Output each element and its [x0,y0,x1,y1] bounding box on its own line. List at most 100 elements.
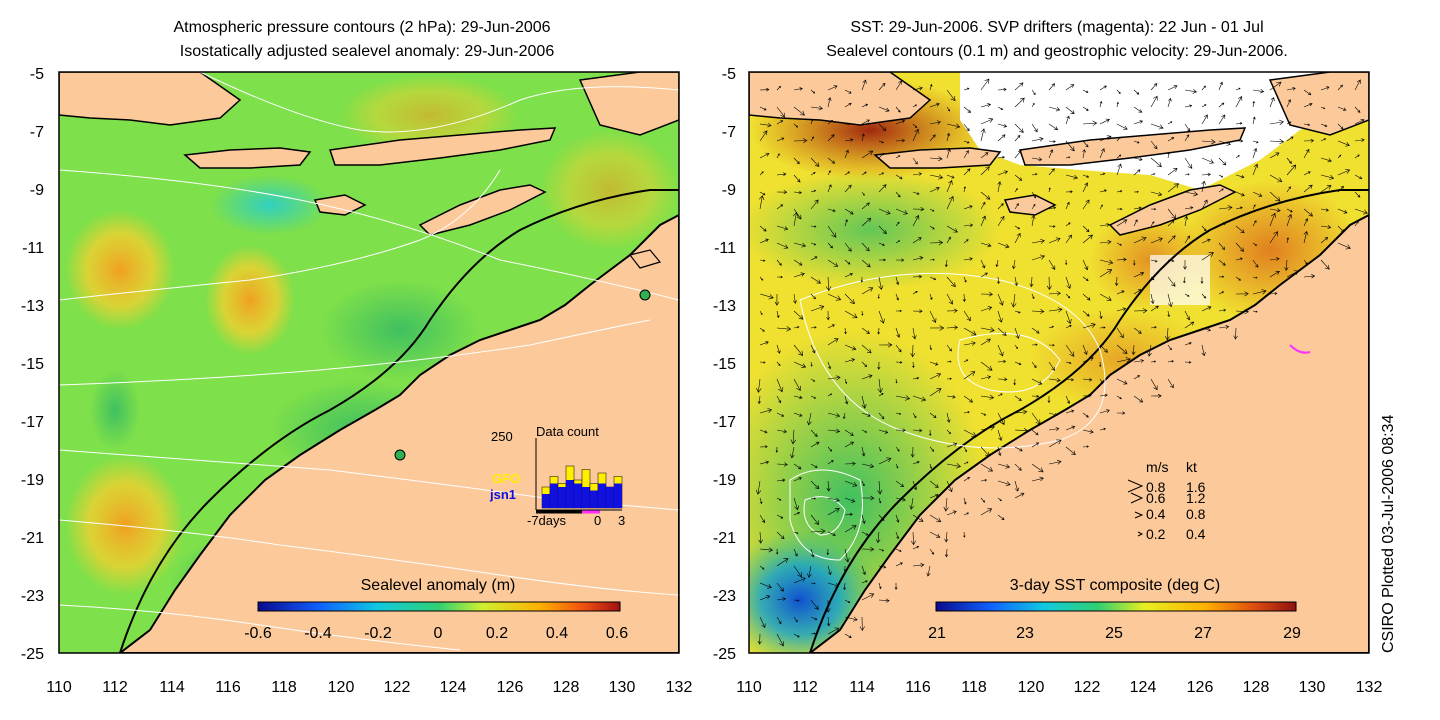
x-tick-label: 132 [666,679,693,696]
velocity-arrow [1065,156,1071,159]
velocity-arrow [775,446,779,453]
velocity-arrow [912,514,924,522]
velocity-arrow [810,256,818,261]
velocity-arrow [1065,84,1075,91]
velocity-arrow [1082,174,1090,178]
velocity-arrow [1065,276,1072,289]
velocity-arrow [878,258,886,262]
velocity-arrow [1047,395,1051,404]
velocity-arrow [1354,208,1368,215]
velocity-arrow [929,240,944,246]
sumba-island [313,194,367,216]
velocity-arrow [1014,203,1019,210]
velocity-arrow [895,531,900,540]
tide-gauge-marker [639,289,651,301]
velocity-arrow [1116,219,1128,227]
velocity-arrow [810,293,816,300]
velocity-arrow [929,493,939,499]
velocity-arrow [1286,270,1299,278]
velocity-arrow [1014,276,1019,287]
pressure-contour [199,72,679,133]
velocity-arrow [912,237,922,244]
velocity-arrow [827,582,840,588]
velocity-arrow [844,242,852,252]
velocity-arrow [997,514,1005,521]
velocity-arrow [1048,343,1055,347]
velocity-arrow [793,633,800,638]
velocity-arrow [793,138,808,144]
velocity-arrow [878,429,889,434]
velocity-arrow [946,463,962,469]
velocity-arrow [793,599,800,602]
velocity-arrow [1320,259,1330,270]
velocity-arrow [912,376,920,380]
velocity-arrow [776,275,783,279]
velocity-arrow [776,412,785,417]
velocity-arrow [1147,344,1152,357]
inset-bar-jsn1 [542,494,550,508]
velocity-arrow [912,157,918,165]
sla-colorbar-tick: 0.6 [606,625,628,642]
velocity-arrow [1116,257,1127,262]
velocity-arrow [1201,114,1208,125]
velocity-arrow [1065,310,1072,325]
velocity-arrow [842,412,846,420]
sst-colorbar-tick: 27 [1194,625,1212,642]
credit-label: CSIRO Plotted 03-Jul-2006 08:34 [1380,415,1397,653]
velocity-arrow [895,276,900,286]
velocity-arrow [776,558,789,567]
inset-x-label: -7days [527,513,567,528]
velocity-arrow [827,531,836,536]
velocity-arrow [997,429,1003,442]
velocity-arrow [1269,212,1277,227]
velocity-key-ms: 0.6 [1146,490,1166,506]
velocity-arrow [1116,357,1131,363]
velocity-arrow [861,514,866,524]
velocity-arrow [776,597,787,601]
velocity-arrow [1218,140,1231,146]
velocity-arrow [844,378,848,385]
velocity-arrow [997,170,1009,176]
x-tick-label: 110 [46,679,72,696]
timor-island [1108,184,1237,236]
velocity-arrow [1031,343,1038,346]
velocity-arrow [878,242,885,246]
velocity-arrow [1354,106,1361,113]
velocity-arrow [895,562,903,567]
velocity-arrow [776,531,785,540]
velocity-arrow [1048,83,1056,91]
velocity-arrow [793,463,802,470]
velocity-key-kt: 0.4 [1186,526,1206,542]
velocity-arrow [963,223,974,228]
velocity-arrow [1133,89,1140,95]
velocity-arrow [1218,308,1227,312]
velocity-arrow [1184,206,1194,210]
velocity-arrow [1218,275,1225,278]
velocity-arrow [861,546,875,552]
velocity-arrow [997,393,1003,397]
velocity-arrow [844,171,850,176]
java-island [59,72,242,126]
velocity-arrow [759,238,769,244]
velocity-arrow [1218,242,1226,251]
velocity-arrow [1031,102,1035,108]
velocity-arrow [946,442,958,448]
velocity-arrow [1046,276,1052,291]
pressure-contour [59,604,461,651]
y-tick-label: -5 [722,66,736,83]
velocity-arrow [827,375,841,381]
left-x-axis: 110 112 114 116 118 120 122 124 126 128 … [46,679,692,696]
velocity-arrow [1167,276,1176,287]
velocity-key-ms: 0.4 [1146,506,1166,522]
velocity-arrow [1183,276,1186,284]
velocity-arrow [1269,81,1282,91]
velocity-arrow [793,259,803,266]
velocity-arrow [861,565,866,576]
velocity-arrow [895,360,903,364]
velocity-arrow [895,191,901,198]
velocity-arrow [1150,157,1162,168]
velocity-arrow [912,291,918,295]
sla-colorbar-tick: -0.6 [244,625,272,642]
velocity-arrow [1252,276,1258,279]
velocity-arrow [1031,476,1044,482]
